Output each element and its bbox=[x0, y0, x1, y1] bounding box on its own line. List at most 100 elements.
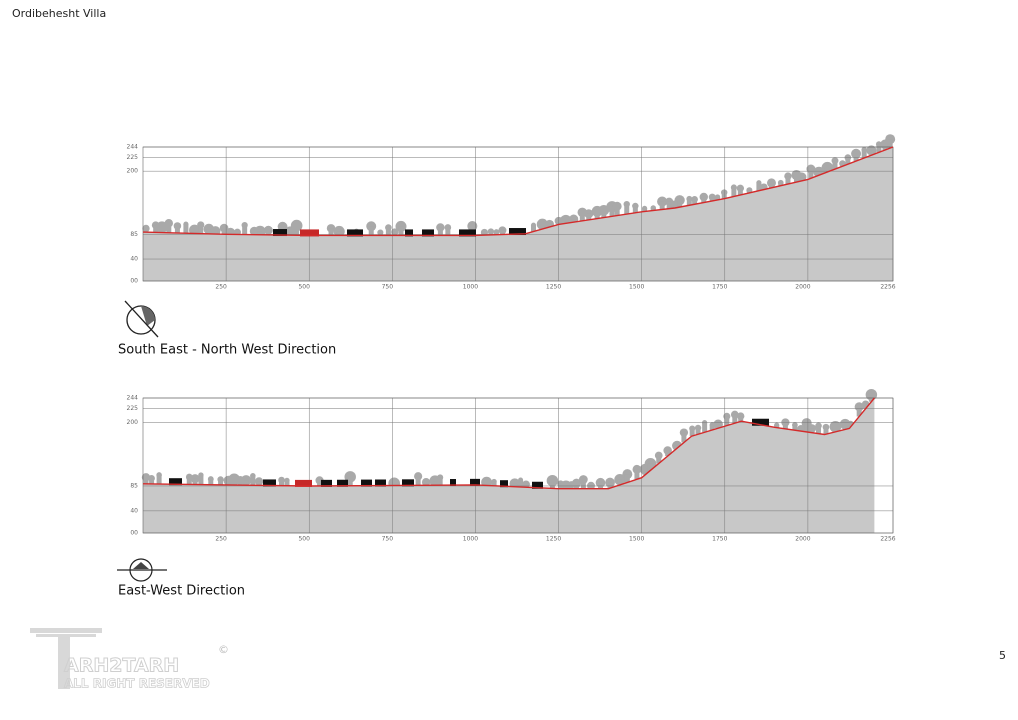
tree bbox=[143, 477, 149, 484]
compass-e-w bbox=[117, 558, 167, 582]
tree bbox=[614, 474, 626, 486]
tree bbox=[488, 231, 494, 235]
tree bbox=[731, 187, 737, 197]
tree bbox=[624, 474, 630, 483]
tree bbox=[423, 482, 429, 486]
building bbox=[295, 479, 312, 487]
tree bbox=[609, 206, 615, 217]
tree bbox=[861, 149, 867, 158]
tree bbox=[159, 227, 165, 233]
tree bbox=[624, 204, 630, 215]
tree bbox=[715, 197, 721, 200]
building bbox=[450, 479, 456, 487]
tree bbox=[392, 231, 398, 236]
tree bbox=[674, 445, 680, 449]
tree bbox=[656, 455, 662, 464]
tree bbox=[614, 206, 620, 216]
tree bbox=[288, 232, 294, 236]
page-number: 5 bbox=[999, 649, 1006, 662]
tree bbox=[824, 167, 830, 172]
tree bbox=[481, 232, 487, 236]
tree bbox=[792, 425, 798, 431]
tree bbox=[782, 422, 788, 429]
x-tick-label: 250 bbox=[215, 536, 227, 543]
tree bbox=[568, 484, 574, 489]
tree bbox=[243, 480, 249, 486]
tree bbox=[721, 192, 727, 199]
x-tick-label: 500 bbox=[298, 284, 310, 291]
tree bbox=[823, 427, 829, 435]
tree bbox=[701, 196, 707, 203]
building bbox=[337, 479, 348, 487]
x-tick-label: 1250 bbox=[546, 284, 561, 291]
y-tick-label: 85 bbox=[130, 231, 138, 238]
tree bbox=[799, 177, 805, 181]
tree bbox=[166, 223, 172, 233]
tree bbox=[785, 176, 791, 185]
section-caption: East-West Direction bbox=[118, 584, 245, 599]
tree bbox=[876, 144, 882, 153]
y-tick-label: 244 bbox=[127, 144, 139, 151]
tree bbox=[221, 228, 227, 235]
tree bbox=[868, 150, 874, 156]
section-caption: South East - North West Direction bbox=[118, 343, 336, 358]
tree bbox=[156, 474, 162, 484]
tree bbox=[377, 232, 383, 236]
tree bbox=[804, 423, 810, 432]
tree bbox=[279, 479, 285, 486]
tree bbox=[218, 479, 224, 485]
tree bbox=[186, 476, 192, 485]
tree bbox=[686, 198, 692, 206]
tree bbox=[848, 423, 854, 428]
compass-se-nw bbox=[124, 300, 159, 338]
tree bbox=[632, 205, 638, 213]
tree bbox=[563, 486, 569, 489]
x-tick-label: 500 bbox=[298, 536, 310, 543]
y-tick-label: 85 bbox=[130, 482, 138, 489]
tree bbox=[793, 175, 799, 183]
tree bbox=[174, 225, 180, 234]
tree bbox=[153, 225, 159, 233]
logo-brand: ARH2TARH bbox=[64, 655, 179, 677]
tree bbox=[432, 481, 438, 486]
building bbox=[532, 481, 543, 489]
tree bbox=[183, 224, 189, 234]
tree bbox=[617, 479, 623, 485]
building bbox=[273, 229, 287, 237]
tree bbox=[398, 226, 404, 236]
x-tick-label: 2256 bbox=[880, 284, 895, 291]
tree bbox=[816, 172, 822, 176]
tree bbox=[257, 231, 263, 235]
tree bbox=[681, 432, 687, 443]
tree bbox=[842, 424, 848, 430]
tree bbox=[756, 182, 762, 191]
tree bbox=[845, 157, 851, 165]
y-tick-label: 40 bbox=[130, 507, 138, 514]
tree bbox=[231, 479, 237, 485]
tree bbox=[242, 225, 248, 235]
tree bbox=[499, 230, 505, 235]
tree bbox=[336, 231, 342, 236]
tree bbox=[808, 169, 814, 179]
tree bbox=[761, 187, 767, 190]
tree bbox=[294, 225, 300, 236]
tree bbox=[493, 231, 499, 235]
tree bbox=[549, 480, 555, 489]
tree bbox=[265, 230, 271, 235]
tree bbox=[642, 469, 648, 475]
terrain-area bbox=[143, 398, 875, 533]
y-tick-label: 225 bbox=[127, 154, 139, 161]
tree bbox=[634, 469, 640, 480]
tree bbox=[227, 232, 233, 235]
tree bbox=[832, 160, 838, 170]
tree bbox=[607, 482, 613, 489]
logo-rights: ALL RIGHT RESERVED bbox=[64, 677, 210, 691]
tree bbox=[809, 428, 815, 433]
tree bbox=[192, 478, 198, 485]
tree bbox=[671, 205, 677, 209]
profile-chart: 00 40 85 200 225 244 250 500 750 1000 1250 1500 1750… bbox=[127, 134, 896, 291]
building bbox=[405, 229, 413, 237]
x-tick-label: 2000 bbox=[795, 536, 810, 543]
tree bbox=[647, 463, 653, 471]
